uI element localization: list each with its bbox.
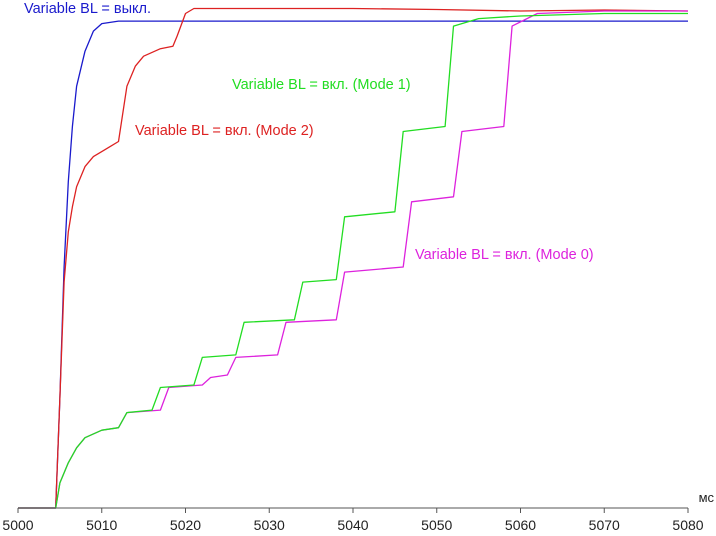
series-line-0	[18, 20, 688, 509]
series-label-0: Variable BL = выкл.	[24, 1, 151, 17]
x-unit-label: мс	[699, 490, 715, 505]
series-label-2: Variable BL = вкл. (Mode 1)	[232, 77, 411, 93]
x-tick-label-5: 5050	[421, 517, 452, 533]
x-axis: 5000 5010 5020 5030 5040 5050 5060 5070 5080 мс	[2, 490, 714, 533]
series-label-1: Variable BL = вкл. (Mode 2)	[135, 123, 314, 139]
x-tick-label-6: 5060	[505, 517, 536, 533]
x-tick-label-1: 5010	[86, 517, 117, 533]
x-tick-label-4: 5040	[337, 517, 368, 533]
x-tick-label-0: 5000	[2, 517, 33, 533]
series-layer	[18, 7, 689, 509]
series-line-2	[18, 12, 688, 509]
x-tick-label-8: 5080	[672, 517, 703, 533]
x-tick-label-7: 5070	[589, 517, 620, 533]
x-tick-label-2: 5020	[170, 517, 201, 533]
series-labels: Variable BL = выкл. Variable BL = вкл. (M…	[24, 1, 594, 263]
series-line-1	[18, 7, 689, 509]
x-tick-label-3: 5030	[254, 517, 285, 533]
series-label-3: Variable BL = вкл. (Mode 0)	[415, 247, 594, 263]
